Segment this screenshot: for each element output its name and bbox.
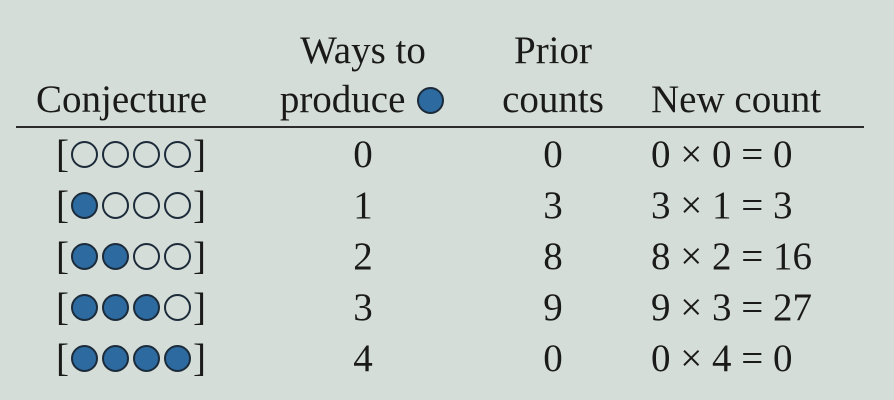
header-ways-line1: Ways to [300,29,426,72]
prior-cell: 9 [543,286,563,329]
blue-marble-icon [102,243,129,270]
new-count-cell: 0 × 0 = 0 [651,133,793,176]
white-marble-icon [164,141,191,168]
white-marble-icon [164,294,191,321]
ways-cell: 1 [353,184,373,227]
white-marble-icon [164,192,191,219]
left-bracket: [ [56,337,69,380]
white-marble-icon [102,192,129,219]
blue-marble-icon [133,294,160,321]
new-count-cell: 0 × 4 = 0 [651,337,793,380]
right-bracket: ] [193,184,206,227]
right-bracket: ] [193,286,206,329]
conjecture-cell: [] [36,339,226,378]
blue-marble-icon [417,87,445,114]
blue-marble-icon [71,192,98,219]
blue-marble-icon [71,294,98,321]
white-marble-icon [102,141,129,168]
white-marble-icon [71,141,98,168]
blue-marble-icon [71,345,98,372]
white-marble-icon [133,243,160,270]
header-ways-line2: produce [268,80,458,119]
header-prior-line1: Prior [514,29,592,72]
header-new-count: New count [651,78,822,121]
white-marble-icon [164,243,191,270]
conjecture-cell: [] [36,135,226,174]
left-bracket: [ [56,235,69,278]
white-marble-icon [133,141,160,168]
left-bracket: [ [56,286,69,329]
header-ways-produce: produce [279,78,406,121]
ways-cell: 0 [353,133,373,176]
right-bracket: ] [193,133,206,176]
header-prior-line2: counts [502,78,604,121]
ways-cell: 4 [353,337,373,380]
conjecture-cell: [] [36,288,226,327]
header-conjecture: Conjecture [36,78,208,121]
conjecture-cell: [] [36,186,226,225]
blue-marble-icon [102,345,129,372]
white-marble-icon [133,192,160,219]
new-count-cell: 9 × 3 = 27 [651,286,812,329]
conjecture-cell: [] [36,237,226,276]
ways-cell: 3 [353,286,373,329]
right-bracket: ] [193,235,206,278]
right-bracket: ] [193,337,206,380]
left-bracket: [ [56,184,69,227]
blue-marble-icon [71,243,98,270]
header-rule [16,126,864,128]
blue-marble-icon [133,345,160,372]
prior-cell: 0 [543,133,563,176]
ways-cell: 2 [353,235,373,278]
blue-marble-icon [164,345,191,372]
left-bracket: [ [56,133,69,176]
new-count-cell: 3 × 1 = 3 [651,184,793,227]
prior-cell: 3 [543,184,563,227]
prior-cell: 8 [543,235,563,278]
prior-cell: 0 [543,337,563,380]
new-count-cell: 8 × 2 = 16 [651,235,812,278]
blue-marble-icon [102,294,129,321]
